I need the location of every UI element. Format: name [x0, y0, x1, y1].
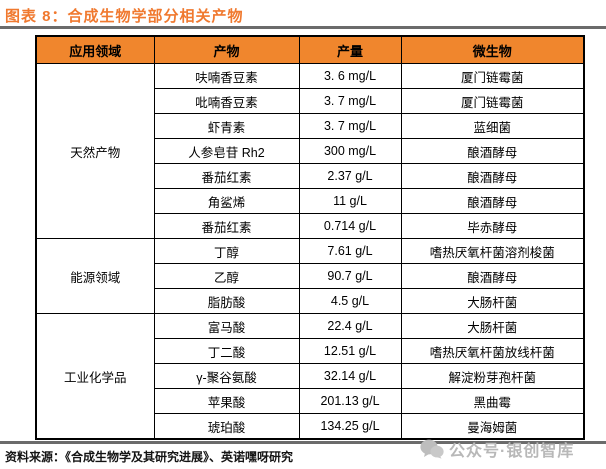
- category-cell-industrial-chemicals: 工业化学品: [35, 313, 155, 440]
- microbe-cell: 曼海姆菌: [400, 413, 585, 440]
- synthetic-biology-products-table: 应用领域 产物 产量 微生物 天然产物 呋喃香豆素 3. 6 mg/L 厦门链霉…: [35, 35, 585, 440]
- product-cell: γ-聚谷氨酸: [153, 363, 300, 389]
- table-row: 番茄红素 2.37 g/L 酿酒酵母: [36, 163, 585, 189]
- yield-cell: 3. 7 mg/L: [298, 88, 402, 114]
- microbe-cell: 毕赤酵母: [400, 213, 585, 239]
- table-row: 乙醇 90.7 g/L 酿酒酵母: [36, 263, 585, 289]
- figure-title: 图表 8：合成生物学部分相关产物: [5, 8, 244, 25]
- category-cell-energy: 能源领域: [35, 238, 155, 314]
- microbe-cell: 酿酒酵母: [400, 163, 585, 189]
- microbe-cell: 大肠杆菌: [400, 288, 585, 314]
- yield-cell: 2.37 g/L: [298, 163, 402, 189]
- product-cell: 番茄红素: [153, 213, 300, 239]
- yield-cell: 90.7 g/L: [298, 263, 402, 289]
- yield-cell: 3. 6 mg/L: [298, 63, 402, 89]
- product-cell: 琥珀酸: [153, 413, 300, 440]
- watermark: 公众号·银创智库: [420, 437, 574, 461]
- table-row: 角鲨烯 11 g/L 酿酒酵母: [36, 188, 585, 214]
- table-row: 能源领域 丁醇 7.61 g/L 嗜热厌氧杆菌溶剂梭菌: [35, 238, 585, 314]
- product-cell: 苹果酸: [153, 388, 300, 414]
- table-row: 琥珀酸 134.25 g/L 曼海姆菌: [36, 413, 585, 440]
- header-row: 应用领域 产物 产量 微生物: [35, 35, 585, 64]
- table-row: γ-聚谷氨酸 32.14 g/L 解淀粉芽孢杆菌: [36, 363, 585, 389]
- table-row: 工业化学品 富马酸 22.4 g/L 大肠杆菌: [35, 313, 585, 440]
- microbe-cell: 黑曲霉: [400, 388, 585, 414]
- microbe-cell: 嗜热厌氧杆菌放线杆菌: [400, 338, 585, 364]
- col-header-application-field: 应用领域: [35, 35, 155, 64]
- table-row: 吡喃香豆素 3. 7 mg/L 厦门链霉菌: [36, 88, 585, 114]
- yield-cell: 32.14 g/L: [298, 363, 402, 389]
- table-row: 天然产物 呋喃香豆素 3. 6 mg/L 厦门链霉菌: [35, 63, 585, 239]
- yield-cell: 11 g/L: [298, 188, 402, 214]
- col-header-product: 产物: [153, 35, 300, 64]
- product-cell: 丁醇: [153, 238, 300, 264]
- microbe-cell: 酿酒酵母: [400, 138, 585, 164]
- category-cell-natural-products: 天然产物: [35, 63, 155, 239]
- table-row: 丁二酸 12.51 g/L 嗜热厌氧杆菌放线杆菌: [36, 338, 585, 364]
- table-row: 人参皂苷 Rh2 300 mg/L 酿酒酵母: [36, 138, 585, 164]
- yield-cell: 0.714 g/L: [298, 213, 402, 239]
- table-row: 苹果酸 201.13 g/L 黑曲霉: [36, 388, 585, 414]
- yield-cell: 3. 7 mg/L: [298, 113, 402, 139]
- microbe-cell: 解淀粉芽孢杆菌: [400, 363, 585, 389]
- yield-cell: 201.13 g/L: [298, 388, 402, 414]
- microbe-cell: 蓝细菌: [400, 113, 585, 139]
- product-cell: 番茄红素: [153, 163, 300, 189]
- col-header-yield: 产量: [298, 35, 402, 64]
- microbe-cell: 酿酒酵母: [400, 263, 585, 289]
- product-cell: 呋喃香豆素: [153, 63, 300, 89]
- product-cell: 虾青素: [153, 113, 300, 139]
- product-cell: 人参皂苷 Rh2: [153, 138, 300, 164]
- microbe-cell: 厦门链霉菌: [400, 63, 585, 89]
- source-note: 资料来源：《合成生物学及其研究进展》、英诺嘿呀研究: [5, 450, 294, 464]
- yield-cell: 22.4 g/L: [298, 313, 402, 339]
- yield-cell: 134.25 g/L: [298, 413, 402, 440]
- microbe-cell: 厦门链霉菌: [400, 88, 585, 114]
- yield-cell: 4.5 g/L: [298, 288, 402, 314]
- yield-cell: 300 mg/L: [298, 138, 402, 164]
- microbe-cell: 嗜热厌氧杆菌溶剂梭菌: [400, 238, 585, 264]
- product-cell: 吡喃香豆素: [153, 88, 300, 114]
- yield-cell: 12.51 g/L: [298, 338, 402, 364]
- microbe-cell: 酿酒酵母: [400, 188, 585, 214]
- col-header-microbe: 微生物: [400, 35, 585, 64]
- product-cell: 脂肪酸: [153, 288, 300, 314]
- table-row: 脂肪酸 4.5 g/L 大肠杆菌: [36, 288, 585, 314]
- product-cell: 富马酸: [153, 313, 300, 339]
- wechat-icon: [420, 439, 444, 459]
- product-cell: 乙醇: [153, 263, 300, 289]
- title-divider-rule: [0, 26, 606, 29]
- product-cell: 角鲨烯: [153, 188, 300, 214]
- product-cell: 丁二酸: [153, 338, 300, 364]
- watermark-label: 公众号·银创智库: [449, 443, 575, 460]
- table-row: 虾青素 3. 7 mg/L 蓝细菌: [36, 113, 585, 139]
- yield-cell: 7.61 g/L: [298, 238, 402, 264]
- microbe-cell: 大肠杆菌: [400, 313, 585, 339]
- footer-divider-rule: [0, 441, 606, 444]
